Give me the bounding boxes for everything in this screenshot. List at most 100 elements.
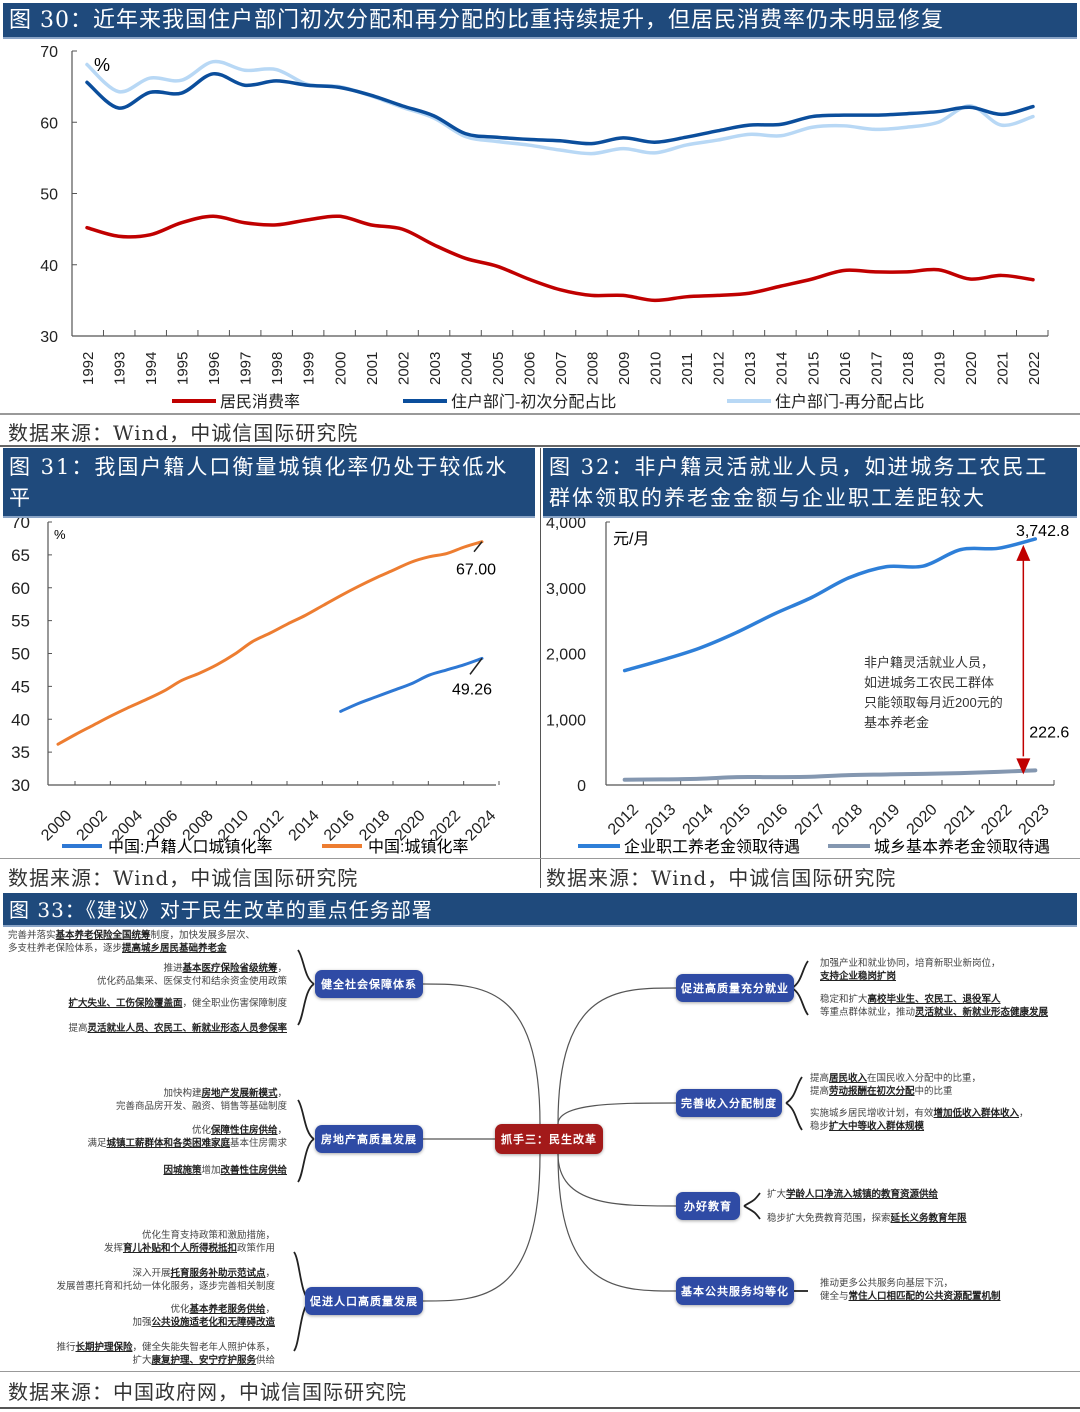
leaf-text: 等重点群体就业，推动 bbox=[820, 1007, 916, 1018]
y-tick-label: 70 bbox=[40, 44, 58, 61]
fig32-title-line1: 图 32：非户籍灵活就业人员，如进城务工农民工 bbox=[549, 455, 1049, 479]
center-label: 抓手三：民生改革 bbox=[501, 1133, 597, 1146]
note-text-line: 非户籍灵活就业人员， bbox=[864, 655, 994, 670]
y-tick-label: 0 bbox=[577, 778, 586, 795]
leaf-text: ， bbox=[1019, 1108, 1029, 1119]
leaf-emphasis: 基本养老服务供给 bbox=[189, 1304, 266, 1315]
mindmap-leaf-text: 加强产业和就业协同，培育新职业新岗位， bbox=[820, 957, 1001, 970]
y-tick-label: 60 bbox=[11, 579, 30, 598]
divider bbox=[0, 1407, 1080, 1409]
annotation-label: 222.6 bbox=[1029, 724, 1069, 741]
gap-arrow-head-up bbox=[1016, 544, 1031, 561]
leaf-text: 推进 bbox=[163, 963, 183, 974]
leaf-emphasis: 改善性住房供给 bbox=[220, 1165, 287, 1176]
annotation-leader bbox=[473, 541, 483, 553]
leaf-text: 实施城乡居民增收计划，有效 bbox=[810, 1108, 934, 1119]
x-tick-label: 1994 bbox=[143, 352, 160, 385]
x-tick-label: 2015 bbox=[805, 352, 822, 385]
x-tick-label: 1996 bbox=[206, 352, 223, 385]
legend-label: 企业职工养老金领取待遇 bbox=[624, 838, 800, 856]
leaf-text: 推行 bbox=[56, 1342, 76, 1353]
leaf-text: 提高 bbox=[810, 1086, 830, 1097]
legend-label: 住户部门-再分配占比 bbox=[775, 393, 924, 411]
series-line bbox=[622, 537, 1038, 673]
mindmap-leaf-text: 完善并落实基本养老保险全国统筹制度，加快发展多层次、 bbox=[8, 929, 255, 942]
branch-label: 促进人口高质量发展 bbox=[310, 1295, 418, 1308]
leaf-text: ，健全失能失智老年人照护体系， bbox=[132, 1342, 275, 1353]
mindmap-leaf-text: 深入开展托育服务补助示范试点， bbox=[132, 1267, 275, 1280]
leaf-emphasis: 基本医疗保险省级统筹 bbox=[182, 963, 278, 974]
y-tick-label: 55 bbox=[11, 612, 30, 631]
branch-node-real-estate: 房地产高质量发展 bbox=[315, 1125, 423, 1153]
mindmap-leaf-text: 提高居民收入在国民收入分配中的比重， bbox=[810, 1072, 981, 1085]
mindmap-leaf-text: 优化基本养老服务供给， bbox=[170, 1303, 275, 1316]
leaf-text: 满足 bbox=[87, 1138, 107, 1149]
leaf-emphasis: 灵活就业、新就业形态健康发展 bbox=[915, 1007, 1049, 1018]
mindmap-leaf-text: 稳定和扩大高校毕业生、农民工、退役军人 bbox=[820, 993, 1001, 1006]
leaf-text: 扩大 bbox=[767, 1189, 787, 1200]
x-tick-label: 2017 bbox=[792, 801, 829, 838]
y-unit-label: % bbox=[94, 55, 110, 75]
fig30-title: 图 30：近年来我国住户部门初次分配和再分配的比重持续提升，但居民消费率仍未明显… bbox=[9, 8, 944, 33]
leaf-text: 增加 bbox=[201, 1165, 221, 1176]
leaf-text: ， bbox=[277, 963, 287, 974]
x-tick-label: 2022 bbox=[978, 801, 1015, 838]
y-tick-label: 3,000 bbox=[546, 581, 586, 598]
y-tick-label: 4,000 bbox=[546, 518, 586, 532]
leaf-emphasis: 延长义务教育年限 bbox=[890, 1213, 967, 1224]
x-tick-label: 2001 bbox=[364, 352, 381, 385]
y-tick-label: 40 bbox=[40, 258, 58, 275]
x-tick-label: 2012 bbox=[605, 801, 642, 838]
annotation-label: 49.26 bbox=[452, 681, 492, 698]
note-text-line: 只能领取每月近200元的 bbox=[864, 695, 1003, 710]
mindmap-brace bbox=[785, 1076, 803, 1131]
mindmap-leaf-text: 优化生育支持政策和激励措施， bbox=[142, 1229, 275, 1242]
leaf-text: ， bbox=[277, 1125, 287, 1136]
mindmap-connector bbox=[557, 1153, 677, 1207]
x-tick-label: 1995 bbox=[175, 352, 192, 385]
branch-node-population: 促进人口高质量发展 bbox=[305, 1287, 423, 1315]
fig32-source: 数据来源：Wind，中诚信国际研究院 bbox=[546, 866, 897, 890]
leaf-text: 基本住房需求 bbox=[229, 1138, 287, 1149]
x-tick-label: 2000 bbox=[332, 352, 349, 385]
y-unit-label: 元/月 bbox=[613, 531, 649, 548]
leaf-text: 优化药品集采、医保支付和结余资金使用政策 bbox=[96, 976, 287, 987]
leaf-text: ， bbox=[265, 1304, 275, 1315]
branch-node-public-services: 基本公共服务均等化 bbox=[676, 1277, 794, 1305]
mindmap-leaf-text: 扩大康复护理、安宁疗护服务供给 bbox=[132, 1354, 275, 1367]
y-unit-label: % bbox=[54, 527, 66, 542]
x-tick-label: 1993 bbox=[112, 352, 129, 385]
branch-node-income-distribution: 完善收入分配制度 bbox=[676, 1089, 782, 1117]
leaf-emphasis: 公共设施适老化和无障碍改造 bbox=[151, 1317, 275, 1328]
fig33-source: 数据来源：中国政府网，中诚信国际研究院 bbox=[8, 1380, 407, 1404]
series-line bbox=[56, 540, 484, 746]
leaf-emphasis: 房地产发展新模式 bbox=[201, 1088, 278, 1099]
leaf-text: 提高 bbox=[810, 1073, 830, 1084]
leaf-emphasis: 常住人口相匹配的公共资源配置机制 bbox=[848, 1291, 1001, 1302]
fig32-title-line2: 群体领取的养老金金额与企业职工差距较大 bbox=[549, 486, 986, 510]
x-tick-label: 1992 bbox=[80, 352, 97, 385]
fig31-title-line2: 平 bbox=[9, 486, 32, 510]
x-tick-label: 2008 bbox=[585, 352, 602, 385]
leaf-text: 优化生育支持政策和激励措施， bbox=[141, 1230, 275, 1241]
leaf-text: 完善商品房开发、融资、销售等基础制度 bbox=[115, 1101, 287, 1112]
leaf-text: 稳步 bbox=[810, 1121, 830, 1132]
x-tick-label: 2010 bbox=[648, 352, 665, 385]
x-tick-label: 2013 bbox=[742, 352, 759, 385]
x-tick-label: 2023 bbox=[1016, 801, 1053, 838]
mindmap-leaf-text: 加快构建房地产发展新模式， bbox=[163, 1087, 287, 1100]
leaf-text: 发展普惠托育和托幼一体化服务，逐步完善相关制度 bbox=[56, 1281, 275, 1292]
x-tick-label: 1997 bbox=[238, 352, 255, 385]
mindmap-connector bbox=[557, 1102, 677, 1125]
mindmap-leaf-text: 健全与常住人口相匹配的公共资源配置机制 bbox=[820, 1290, 1001, 1303]
branch-label: 基本公共服务均等化 bbox=[681, 1285, 789, 1298]
x-tick-label: 2002 bbox=[395, 352, 412, 385]
divider bbox=[0, 1371, 1080, 1372]
x-tick-label: 2020 bbox=[963, 352, 980, 385]
branch-node-employment: 促进高质量充分就业 bbox=[676, 974, 794, 1002]
series-line bbox=[85, 72, 1035, 146]
fig33-title-banner: 图 33：《建议》对于民生改革的重点任务部署 bbox=[3, 893, 1077, 927]
x-tick-label: 2011 bbox=[679, 353, 696, 385]
mindmap-leaf-text: 支持企业稳岗扩岗 bbox=[820, 970, 896, 983]
leaf-text: 推动更多公共服务向基层下沉， bbox=[820, 1278, 954, 1289]
